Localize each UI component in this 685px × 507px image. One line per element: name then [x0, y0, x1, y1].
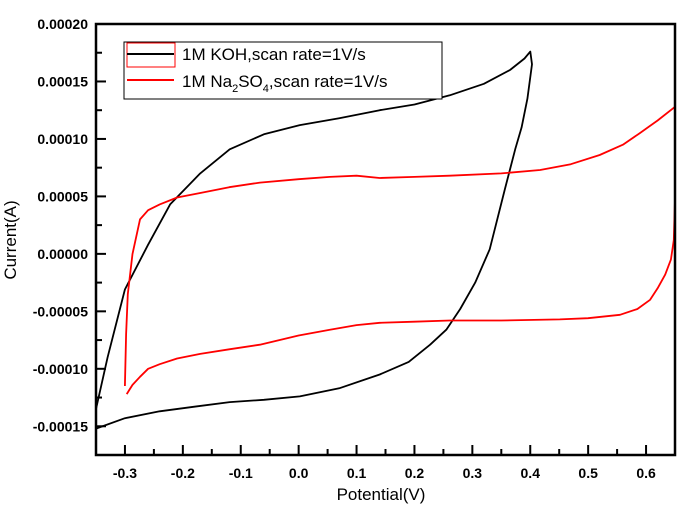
- legend: 1M KOH,scan rate=1V/s 1M Na2SO4,scan rat…: [123, 41, 443, 100]
- x-tick-label: 0.4: [521, 465, 541, 481]
- x-axis-ticks: -0.3 -0.2 -0.1 0.0 0.1 0.2 0.3 0.4 0.5 0.6: [113, 445, 656, 481]
- y-tick-label: -0.00005: [33, 303, 88, 319]
- y-tick-label: 0.00015: [37, 73, 88, 89]
- x-tick-label: 0.5: [578, 465, 598, 481]
- legend-na2so4-sub2: 4: [263, 83, 269, 95]
- x-tick-label: 0.3: [463, 465, 483, 481]
- y-tick-label: 0.00020: [37, 16, 88, 32]
- x-axis-title: Potential(V): [337, 485, 426, 504]
- y-axis-title: Current(A): [1, 200, 20, 279]
- legend-label-koh: 1M KOH,scan rate=1V/s: [182, 45, 366, 64]
- plot-frame: [94, 22, 677, 457]
- x-tick-label: 0.2: [405, 465, 425, 481]
- legend-na2so4-sub1: 2: [232, 83, 238, 95]
- x-tick-label: -0.3: [113, 465, 137, 481]
- legend-box: [123, 41, 443, 100]
- legend-na2so4-part2: SO: [238, 72, 263, 91]
- y-tick-label: -0.00015: [33, 418, 88, 434]
- x-tick-label: 0.6: [636, 465, 656, 481]
- cv-curve-koh: [95, 50, 533, 430]
- y-tick-label: 0.00005: [37, 188, 88, 204]
- legend-label-na2so4: 1M Na2SO4,scan rate=1V/s: [182, 72, 387, 95]
- x-tick-label: -0.1: [229, 465, 253, 481]
- y-tick-label: 0.00000: [37, 246, 88, 262]
- x-tick-label: -0.2: [171, 465, 195, 481]
- x-tick-label: 0.1: [347, 465, 367, 481]
- x-tick-label: 0.0: [289, 465, 309, 481]
- legend-na2so4-part3: ,scan rate=1V/s: [269, 72, 388, 91]
- cv-curve-na2so4: [124, 105, 676, 395]
- plot-curves: [95, 50, 676, 430]
- legend-na2so4-part1: 1M Na: [182, 72, 233, 91]
- y-tick-label: 0.00010: [37, 131, 88, 147]
- y-tick-label: -0.00010: [33, 361, 88, 377]
